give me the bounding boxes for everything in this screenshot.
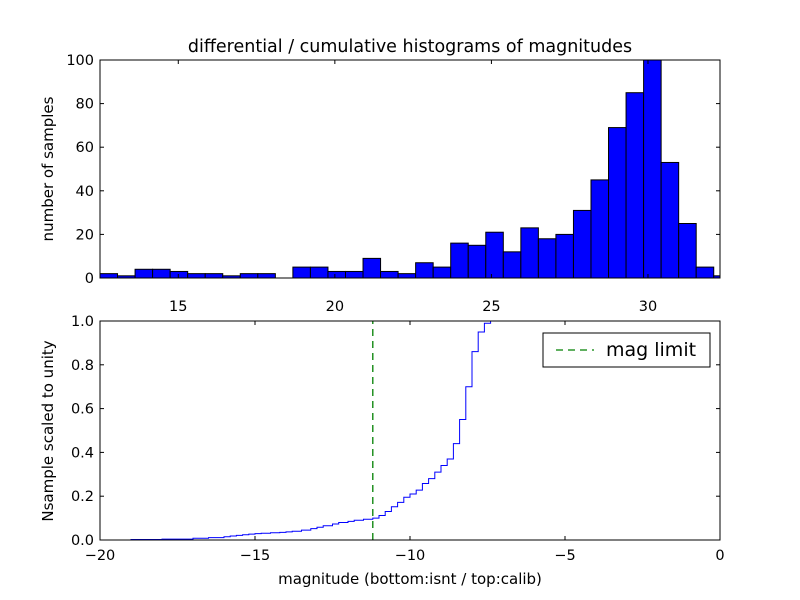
histogram-bar: [380, 270, 399, 279]
histogram-ticks: 15 20 25 30 0 20 40 60 80 100: [66, 53, 720, 315]
histogram-bar: [537, 238, 557, 279]
histogram-frame: [99, 59, 721, 279]
chart-title: differential / cumulative histograms of …: [188, 37, 632, 57]
legend-label: mag limit: [606, 339, 696, 361]
histogram-bar: [415, 262, 434, 279]
histogram-y-tick-label: 80: [76, 97, 94, 113]
cumulative-x-tick-label: 0: [715, 548, 724, 564]
histogram-bar: [467, 244, 487, 279]
histogram-bar: [625, 92, 645, 279]
histogram-y-label: number of samples: [39, 96, 57, 241]
histogram-bar: [608, 127, 627, 279]
histogram-x-tick-label: 15: [169, 299, 187, 315]
histogram-bar: [432, 266, 452, 279]
histogram-bar: [204, 273, 224, 279]
cumulative-y-tick-label: 0.0: [71, 533, 94, 549]
histogram-y-tick-label: 40: [76, 184, 94, 200]
histogram-bar: [660, 161, 680, 279]
histogram-bar: [344, 270, 364, 279]
histogram-bar: [327, 270, 346, 279]
cumulative-x-tick-label: −5: [554, 548, 575, 564]
histogram-bar: [555, 233, 574, 279]
cumulative-x-tick-label: −15: [240, 548, 271, 564]
histogram-y-tick-label: 0: [85, 271, 94, 287]
histogram-bar: [678, 223, 697, 279]
histogram-y-tick-label: 60: [76, 140, 94, 156]
histogram-bar: [590, 179, 610, 279]
cumulative-y-tick-label: 0.6: [71, 402, 94, 418]
cumulative-x-label: magnitude (bottom:isnt / top:calib): [278, 570, 542, 588]
histogram-bar: [99, 273, 119, 279]
histogram-bar: [309, 266, 329, 279]
histogram-bar: [292, 266, 311, 279]
histogram-bar: [485, 231, 504, 279]
histogram-bar: [257, 273, 276, 279]
cumulative-y-tick-label: 0.4: [71, 445, 94, 461]
cumulative-panel: −20 −15 −10 −5 0 0.0 0.2 0.4 0.6 0.8 1.0 Nsample s…: [39, 314, 725, 588]
histogram-bar: [152, 268, 171, 279]
histogram-panel: 15 20 25 30 0 20 40 60 80 100 number of samples: [39, 53, 721, 315]
histogram-y-tick-label: 20: [76, 227, 94, 243]
histogram-bar: [520, 227, 539, 279]
histogram-x-tick-label: 30: [639, 299, 657, 315]
cumulative-y-tick-label: 0.8: [71, 358, 94, 374]
histogram-bar: [239, 273, 259, 279]
histogram-bar: [362, 257, 382, 279]
cumulative-x-tick-label: −20: [85, 548, 116, 564]
cumulative-x-tick-label: −10: [395, 548, 426, 564]
histogram-y-tick-label: 100: [66, 53, 94, 69]
cumulative-lines: [100, 320, 497, 541]
histogram-bars: [99, 59, 721, 279]
histogram-bar: [643, 59, 662, 279]
cumulative-y-tick-label: 1.0: [71, 314, 94, 330]
histogram-x-tick-label: 25: [482, 299, 500, 315]
legend: mag limit: [542, 332, 711, 368]
histogram-bar: [450, 242, 469, 279]
histogram-bar: [187, 273, 206, 279]
cumulative-y-tick-label: 0.2: [71, 489, 94, 505]
histogram-bar: [572, 209, 592, 279]
histogram-bar: [169, 270, 189, 279]
histogram-x-tick-label: 20: [326, 299, 344, 315]
cumulative-y-label: Nsample scaled to unity: [39, 340, 57, 521]
histogram-bar: [397, 273, 417, 279]
cumulative-step-line: [100, 320, 497, 541]
histogram-bar: [134, 268, 154, 279]
histogram-bar: [502, 251, 522, 279]
histogram-bar: [695, 266, 715, 279]
cumulative-ticks: −20 −15 −10 −5 0 0.0 0.2 0.4 0.6 0.8 1.0: [71, 314, 725, 564]
